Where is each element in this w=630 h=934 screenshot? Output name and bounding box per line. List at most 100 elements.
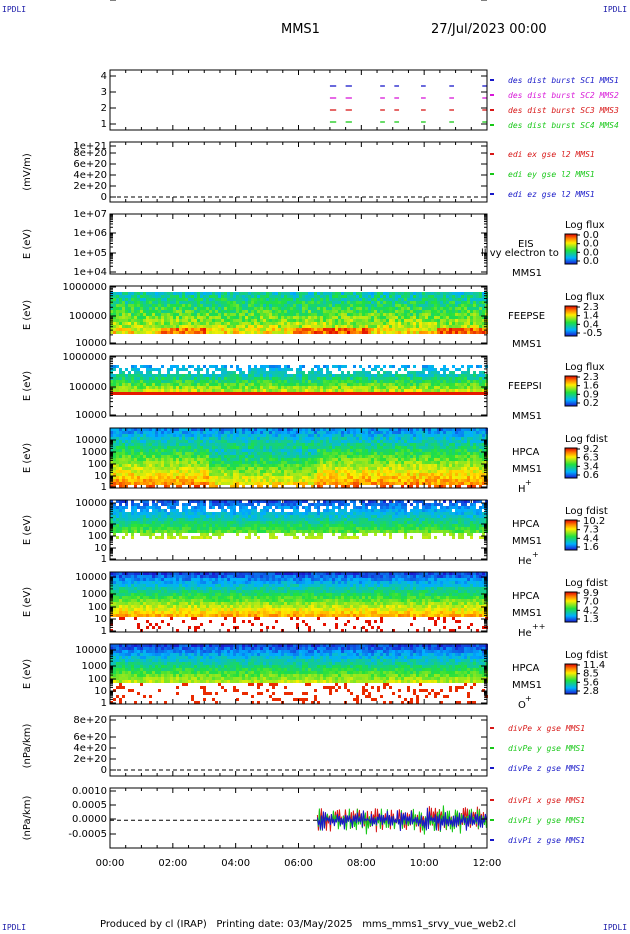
legend-entry: divPi y gse MMS1 — [508, 816, 585, 825]
y-tick-label: 1000000 — [62, 282, 107, 293]
colorbar-tick-label: 4.4 — [583, 533, 599, 544]
colorbar-tick-label: 9.9 — [583, 588, 599, 599]
y-axis-label: E (eV) — [22, 443, 33, 473]
series-line — [316, 807, 487, 832]
y-tick-label: 1 — [101, 626, 107, 637]
y-tick-label: 100 — [88, 602, 107, 613]
colorbar — [564, 305, 578, 337]
y-tick-label: 3 — [101, 87, 107, 98]
x-tick-label: 02:00 — [158, 858, 187, 869]
y-tick-label: 10000 — [75, 498, 107, 509]
y-tick-label: 100 — [88, 674, 107, 685]
y-tick-label: 0.0005 — [72, 800, 107, 811]
y-axis-label: (nPa/km) — [22, 796, 33, 841]
y-tick-label: 4 — [101, 71, 107, 82]
legend-entry: des dist burst SC2 MMS2 — [508, 91, 619, 100]
instrument-label: HPCA — [512, 663, 540, 674]
colorbar-tick-label: -0.5 — [583, 328, 603, 339]
colorbar-tick-label: 2.3 — [583, 372, 599, 383]
colorbar-tick-label: 1.6 — [583, 542, 599, 553]
y-tick-label: 100000 — [69, 382, 107, 393]
y-tick-label: 100 — [88, 531, 107, 542]
y-tick-label: 6e+20 — [73, 159, 107, 170]
colorbar-tick-label: 0.4 — [583, 319, 599, 330]
x-tick-label: 06:00 — [284, 858, 313, 869]
x-tick-label: 10:00 — [410, 858, 439, 869]
colorbar-title: Log fdist — [565, 506, 608, 517]
panel-frame — [109, 715, 488, 777]
panel-frame — [109, 141, 488, 203]
species-label: He — [518, 556, 532, 567]
y-tick-label: 1 — [101, 482, 107, 493]
panel-frame — [109, 213, 488, 275]
colorbar-tick-label: 7.0 — [583, 597, 599, 608]
colorbar-tick-label: 1.3 — [583, 614, 599, 625]
legend-entry: divPi x gse MMS1 — [508, 796, 585, 805]
legend-entry: edi ez gse l2 MMS1 — [508, 190, 595, 199]
species-label: H — [518, 484, 526, 495]
y-tick-label: 10 — [94, 471, 107, 482]
x-tick-label: 00:00 — [96, 858, 125, 869]
y-tick-label: 1 — [101, 119, 107, 130]
y-tick-label: 1000000 — [62, 352, 107, 363]
instrument-label: HPCA — [512, 447, 540, 458]
instrument-label: FEEPSI — [508, 381, 542, 392]
y-tick-label: 2 — [101, 103, 107, 114]
colorbar-tick-label: 11.4 — [583, 660, 605, 671]
y-tick-label: 10000 — [75, 572, 107, 583]
y-axis-label: E (eV) — [22, 659, 33, 689]
y-tick-label: 100 — [88, 459, 107, 470]
colorbar-tick-label: 1.6 — [583, 381, 599, 392]
x-tick-label: 12:00 — [473, 858, 502, 869]
instrument-label: FEEPSE — [508, 311, 545, 322]
y-tick-label: -0.0005 — [68, 829, 107, 840]
y-tick-label: 10000 — [75, 410, 107, 421]
colorbar-tick-label: 0.6 — [583, 470, 599, 481]
colorbar-title: Log fdist — [565, 434, 608, 445]
colorbar — [564, 233, 578, 265]
corner-label-br: IPDLI — [603, 923, 628, 932]
species-charge: + — [532, 550, 539, 559]
legend-entry: divPe x gse MMS1 — [508, 724, 585, 733]
x-tick-label: 04:00 — [221, 858, 250, 869]
colorbar-tick-label: 0.2 — [583, 398, 599, 409]
overlay-label: ll vy electron to — [481, 248, 559, 259]
legend-entry: divPe z gse MMS1 — [508, 764, 585, 773]
spacecraft-label: MMS1 — [512, 608, 542, 619]
colorbar-title: Log fdist — [565, 578, 608, 589]
y-tick-label: 1000 — [82, 661, 107, 672]
colorbar-title: Log flux — [565, 362, 605, 373]
x-tick-label: 08:00 — [347, 858, 376, 869]
y-tick-label: 1000 — [82, 447, 107, 458]
y-axis-label: (nPa/km) — [22, 724, 33, 769]
y-tick-label: 100000 — [69, 311, 107, 322]
colorbar — [564, 447, 578, 479]
panel-frame — [109, 69, 488, 131]
colorbar-tick-label: 0.0 — [583, 239, 599, 250]
panel-divpe: 02e+204e+206e+208e+201e+21(nPa/km)divPe … — [22, 0, 585, 777]
colorbar — [564, 591, 578, 623]
legend-entry: divPi z gse MMS1 — [508, 836, 585, 845]
species-label: O — [518, 700, 526, 711]
y-tick-label: 10 — [94, 614, 107, 625]
y-tick-label: 1e+06 — [73, 228, 107, 239]
y-tick-label: 0.0000 — [72, 814, 107, 825]
colorbar-tick-label: 1.4 — [583, 311, 599, 322]
y-tick-label: 8e+20 — [73, 715, 107, 726]
colorbar-tick-label: 5.6 — [583, 677, 599, 688]
colorbar-title: Log fdist — [565, 650, 608, 661]
spacecraft-label: MMS1 — [512, 464, 542, 475]
y-axis-label: E (eV) — [22, 587, 33, 617]
legend-entry: edi ey gse l2 MMS1 — [508, 170, 595, 179]
y-tick-label: 1e+21 — [73, 141, 107, 152]
y-tick-label: 10000 — [75, 435, 107, 446]
y-tick-label: 1e+04 — [73, 267, 107, 278]
y-tick-label: 1e+07 — [73, 209, 107, 220]
legend-entry: des dist burst SC4 MMS4 — [508, 121, 619, 130]
corner-label-tl: IPDLI — [2, 5, 27, 14]
